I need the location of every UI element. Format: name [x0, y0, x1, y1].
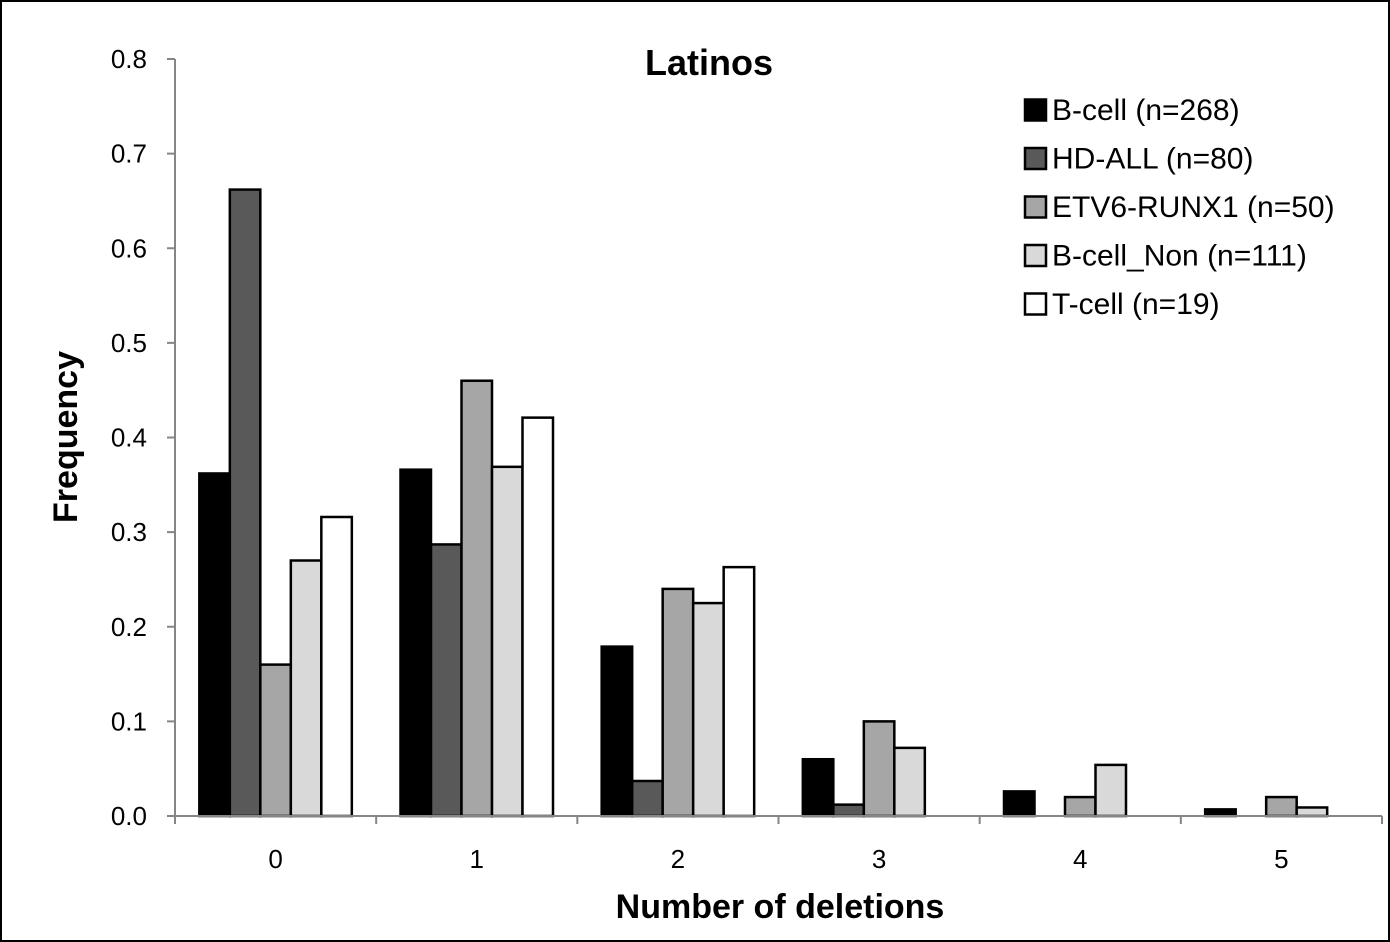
- x-tick-label: 3: [872, 844, 886, 874]
- bar-1-4: [1002, 790, 1036, 818]
- y-tick-label: 0.4: [111, 423, 147, 453]
- y-tick-label: 0.8: [111, 44, 147, 74]
- bar-5-2: [722, 565, 756, 818]
- bar-3-3: [862, 720, 896, 818]
- legend: B-cell (n=268) HD-ALL (n=80) ETV6-RUNX1 (n…: [1023, 94, 1335, 321]
- bar-2-2: [630, 779, 664, 818]
- bar-4-3: [893, 746, 927, 818]
- y-tick-label: 0.3: [111, 517, 147, 547]
- bar-3-2: [661, 587, 695, 818]
- bar-1-2: [600, 645, 634, 818]
- bar-3-0: [259, 663, 293, 818]
- legend-label: B-cell_Non (n=111): [1052, 240, 1307, 273]
- x-ticks-layer: 0 1 2 3 4 5: [174, 816, 1383, 874]
- bar-1-1: [399, 468, 433, 818]
- legend-swatch: [1023, 243, 1048, 268]
- bar-1-3: [801, 757, 835, 818]
- legend-swatch: [1023, 98, 1048, 122]
- bar-1-0: [198, 472, 232, 818]
- bar-5-1: [521, 416, 555, 818]
- x-tick-label: 4: [1073, 844, 1087, 874]
- legend-item: ETV6-RUNX1 (n=50): [1023, 191, 1335, 224]
- bar-3-4: [1063, 795, 1097, 818]
- x-tick-label: 0: [268, 844, 282, 874]
- legend-swatch: [1023, 292, 1048, 316]
- bar-2-1: [429, 543, 463, 818]
- legend-label: B-cell (n=268): [1052, 94, 1240, 127]
- legend-label: T-cell (n=19): [1052, 288, 1220, 321]
- bars-layer: [198, 188, 1329, 818]
- legend-swatch: [1023, 195, 1048, 219]
- legend-label: HD-ALL (n=80): [1052, 143, 1253, 176]
- y-tick-label: 0.1: [111, 706, 147, 736]
- chart-title: Latinos: [645, 42, 773, 83]
- y-tick-label: 0.7: [111, 139, 147, 169]
- y-axis-title: Frequency: [47, 351, 85, 523]
- y-ticks-layer: 0.0 0.1 0.2 0.3 0.4 0.5 0.6 0.7 0.8: [111, 44, 175, 831]
- y-tick-label: 0.2: [111, 612, 147, 642]
- bar-5-0: [320, 515, 354, 818]
- x-axis-title: Number of deletions: [616, 888, 945, 926]
- bar-4-4: [1094, 763, 1128, 818]
- bar-4-0: [289, 559, 323, 818]
- x-tick-label: 5: [1274, 844, 1288, 874]
- x-tick-label: 1: [470, 844, 484, 874]
- bar-3-5: [1264, 795, 1298, 818]
- legend-item: B-cell_Non (n=111): [1023, 240, 1307, 273]
- x-tick-label: 2: [671, 844, 685, 874]
- y-tick-label: 0.6: [111, 233, 147, 263]
- legend-item: B-cell (n=268): [1023, 94, 1240, 127]
- legend-item: T-cell (n=19): [1023, 288, 1220, 321]
- bar-4-2: [691, 601, 725, 818]
- legend-label: ETV6-RUNX1 (n=50): [1052, 191, 1335, 224]
- bar-4-5: [1295, 806, 1329, 818]
- legend-swatch: [1023, 146, 1048, 171]
- y-tick-label: 0.5: [111, 328, 147, 358]
- y-tick-label: 0.0: [111, 801, 147, 831]
- bar-4-1: [490, 465, 524, 818]
- bar-3-1: [460, 379, 494, 818]
- bar-2-0: [228, 188, 262, 818]
- legend-item: HD-ALL (n=80): [1023, 143, 1253, 176]
- bar-2-3: [832, 803, 866, 818]
